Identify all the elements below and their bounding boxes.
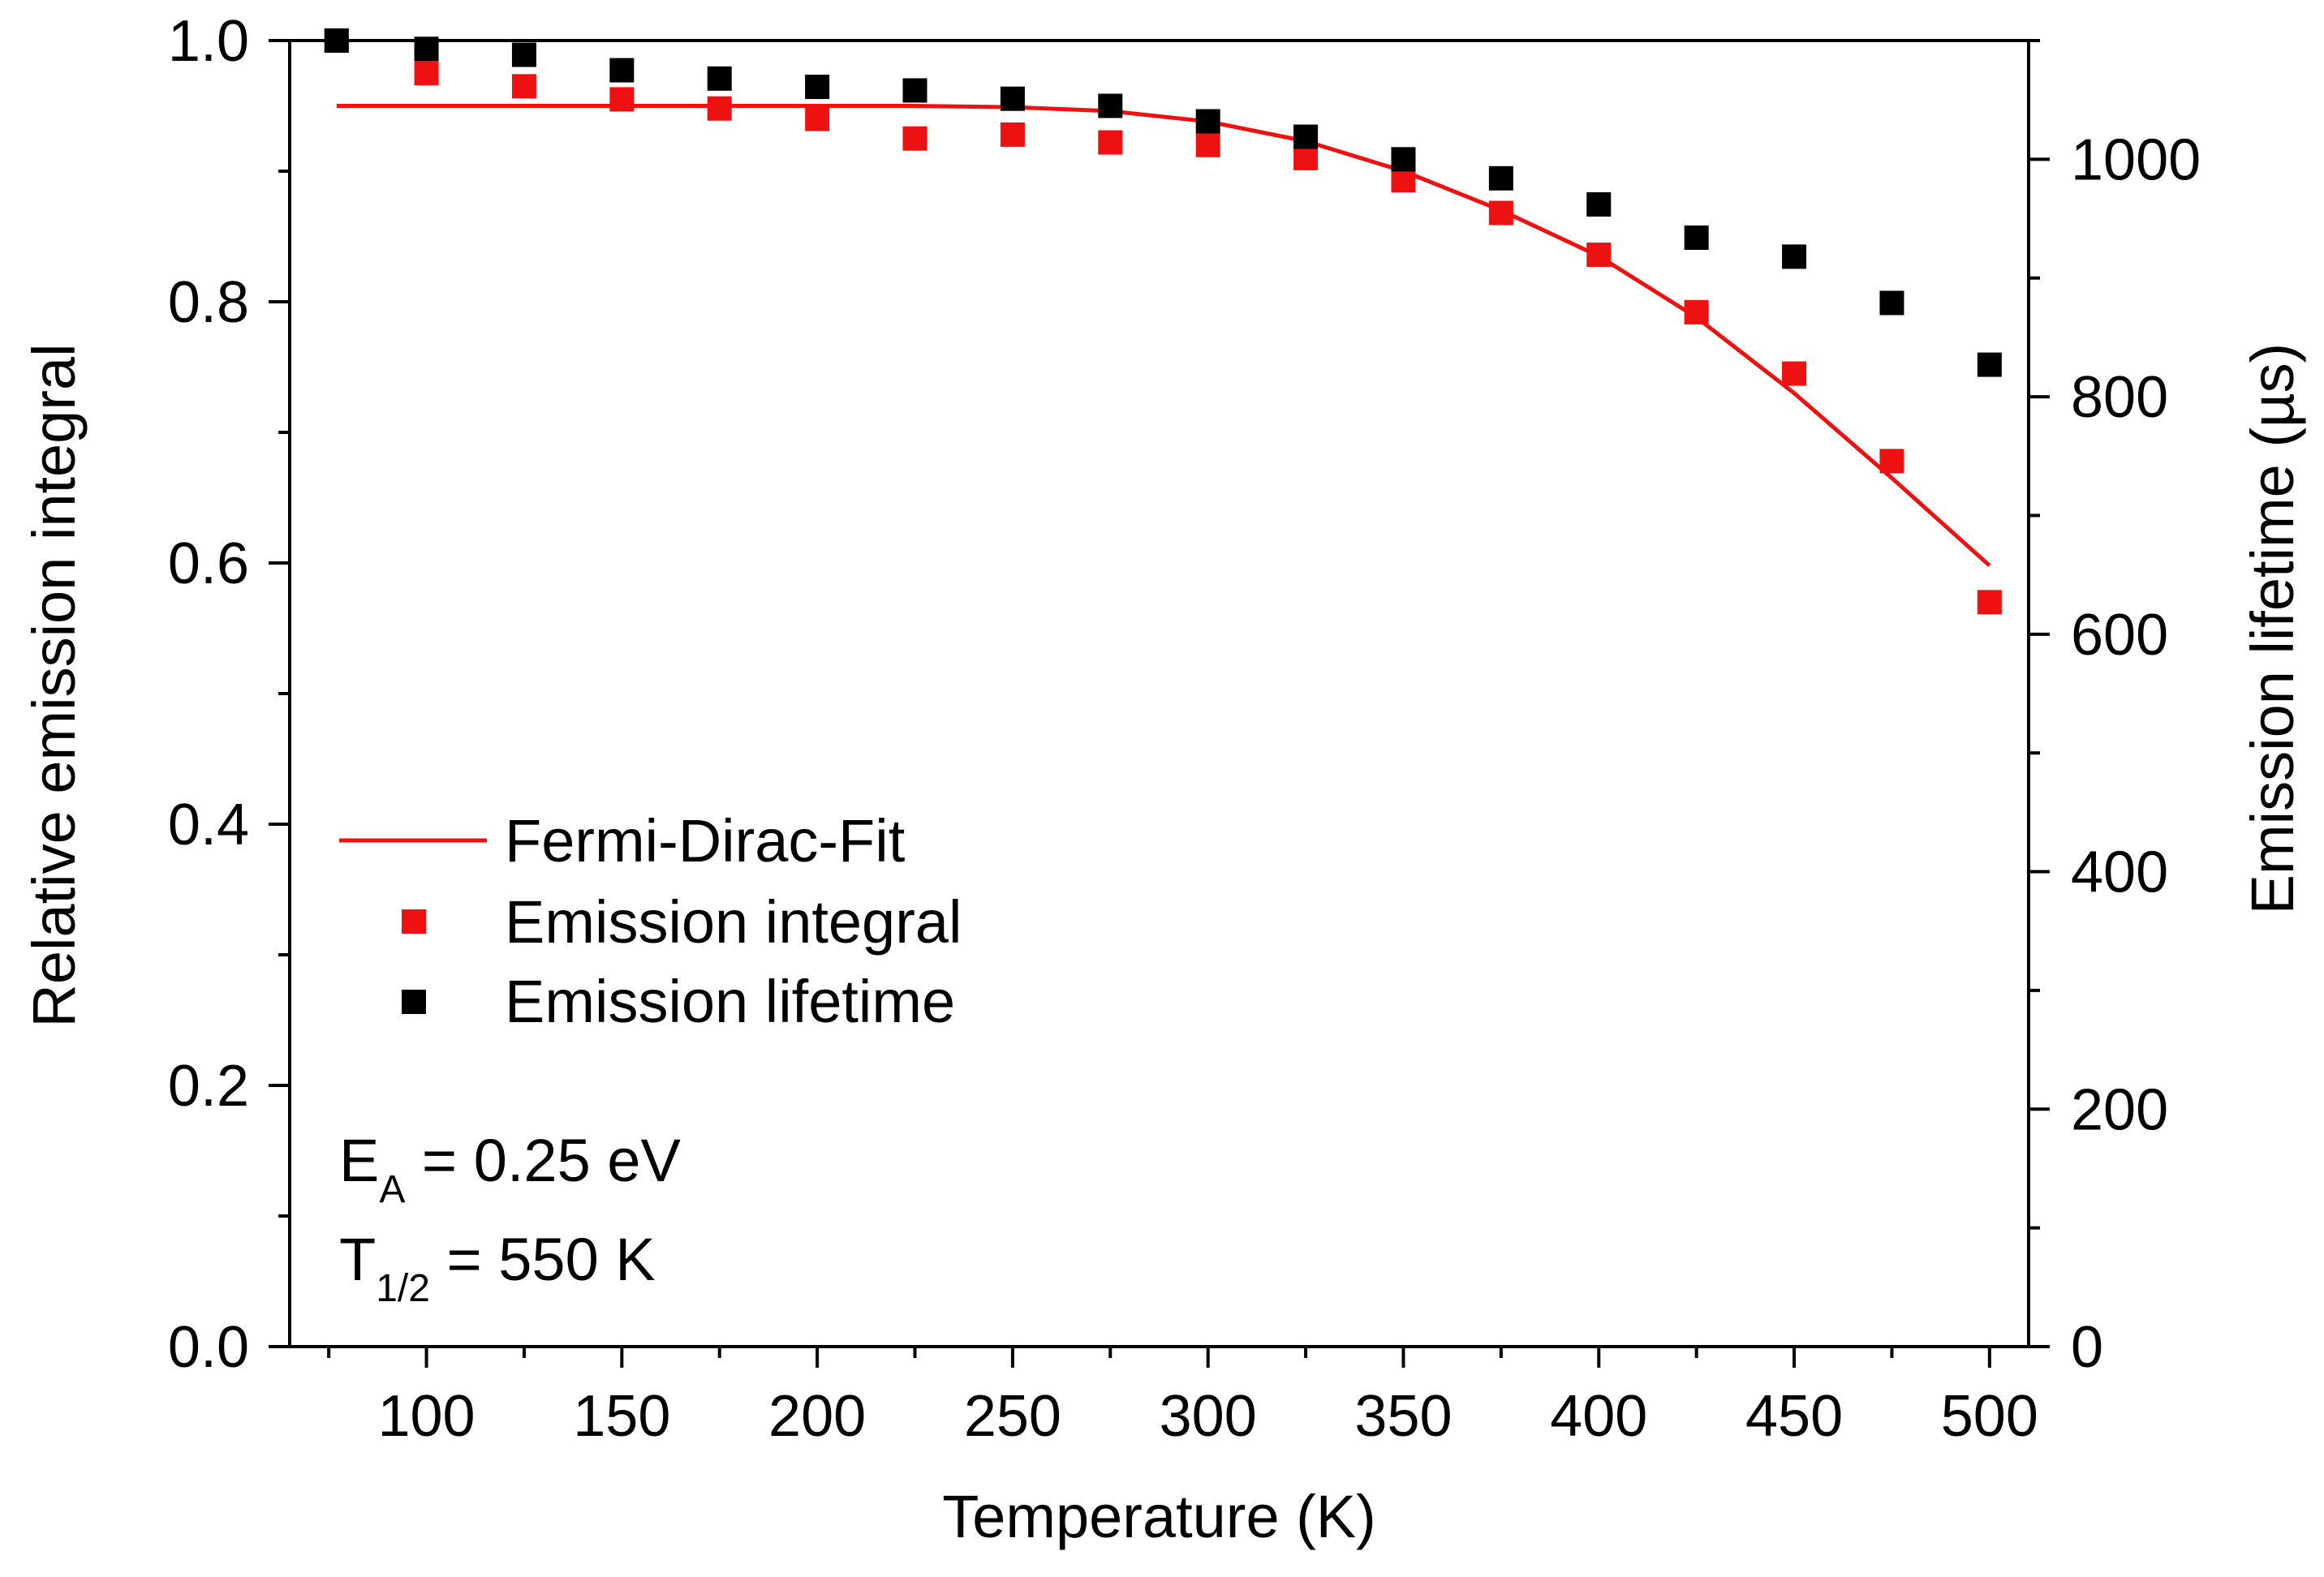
y-right-tick-label: 800	[2071, 365, 2168, 430]
fermi-dirac-fit-line	[336, 104, 1991, 568]
emission-integral-point	[1782, 361, 1807, 386]
y-right-tick-label: 400	[2071, 840, 2168, 905]
ea-symbol: E	[339, 1127, 379, 1194]
emission-lifetime-point	[609, 58, 635, 83]
emission-integral-point	[1293, 145, 1319, 170]
emission-lifetime-point	[1195, 109, 1220, 134]
x-tick-label: 100	[377, 1384, 475, 1449]
emission-lifetime-point	[1684, 225, 1709, 250]
emission-lifetime-point	[1879, 290, 1904, 316]
emission-integral-point	[1000, 122, 1025, 147]
ea-subscript: A	[379, 1168, 405, 1211]
emission-integral-point	[1977, 590, 2002, 615]
emission-integral-point	[609, 87, 635, 112]
t-subscript: 1/2	[376, 1267, 430, 1310]
y-left-tick-label: 0.8	[168, 270, 249, 335]
emission-lifetime-point	[805, 75, 830, 100]
legend-lifetime-swatch	[402, 990, 426, 1014]
emission-lifetime-point	[1782, 244, 1807, 269]
activation-energy-annotation: EA = 0.25 eV	[339, 1127, 681, 1211]
y-left-tick-label: 0.2	[168, 1054, 249, 1119]
emission-lifetime-point	[707, 66, 732, 91]
points-layer	[324, 28, 2002, 615]
y-left-tick-label: 0.0	[168, 1315, 249, 1380]
half-temperature-annotation: T1/2 = 550 K	[339, 1226, 656, 1310]
x-tick-label: 350	[1354, 1384, 1452, 1449]
x-tick-label: 500	[1941, 1384, 2038, 1449]
x-tick-label: 300	[1160, 1384, 1257, 1449]
emission-integral-point	[707, 96, 732, 121]
emission-integral-point	[1879, 449, 1904, 474]
ea-value: = 0.25 eV	[405, 1127, 681, 1194]
emission-lifetime-point	[1488, 165, 1513, 191]
emission-integral-point	[1098, 130, 1123, 155]
x-tick-label: 150	[573, 1384, 670, 1449]
x-tick-label: 400	[1550, 1384, 1647, 1449]
emission-integral-point	[1488, 200, 1513, 226]
legend-fit-label: Fermi-Dirac-Fit	[505, 807, 906, 874]
x-tick-label: 250	[964, 1384, 1061, 1449]
y-left-tick-label: 0.4	[168, 793, 249, 857]
y-right-tick-label: 1000	[2071, 127, 2201, 192]
y-right-axis-title: Emission lifetime (µs)	[2239, 343, 2306, 915]
ticks-layer: 100 150 200 250 300 350 400 450 500 0.0 0.2 0.4 0.6 0…	[168, 9, 2201, 1449]
emission-lifetime-point	[1293, 124, 1319, 149]
x-tick-label: 450	[1745, 1384, 1843, 1449]
emission-lifetime-point	[511, 42, 536, 67]
t-value: = 550 K	[430, 1226, 656, 1293]
emission-lifetime-point	[1586, 191, 1612, 217]
emission-integral-point	[1684, 299, 1709, 324]
emission-lifetime-point	[1098, 93, 1123, 118]
legend-integral-label: Emission integral	[505, 888, 962, 956]
emission-integral-point	[805, 106, 830, 131]
emission-lifetime-point	[1000, 86, 1025, 111]
emission-lifetime-point	[902, 78, 927, 103]
emission-integral-point	[1195, 132, 1220, 157]
emission-integral-point	[1391, 168, 1416, 193]
y-left-axis-title: Relative emission integral	[20, 343, 88, 1027]
legend-lifetime-label: Emission lifetime	[505, 968, 955, 1035]
emission-integral-point	[1586, 243, 1612, 268]
y-right-tick-label: 200	[2071, 1077, 2168, 1142]
y-right-tick-label: 0	[2071, 1315, 2103, 1380]
emission-integral-point	[414, 61, 439, 86]
y-left-tick-label: 1.0	[168, 9, 249, 74]
legend: Fermi-Dirac-Fit Emission integral Emissi…	[339, 807, 962, 1035]
annotations: EA = 0.25 eV T1/2 = 550 K	[339, 1127, 681, 1310]
emission-integral-point	[511, 74, 536, 99]
emission-lifetime-point	[1391, 147, 1416, 172]
emission-integral-point	[902, 126, 927, 151]
t-symbol: T	[339, 1226, 376, 1293]
fit-layer	[336, 104, 1991, 568]
legend-integral-swatch	[402, 909, 426, 934]
emission-lifetime-point	[1977, 352, 2002, 377]
x-tick-label: 200	[768, 1384, 866, 1449]
y-left-tick-label: 0.6	[168, 531, 249, 596]
x-axis-title: Temperature (K)	[942, 1483, 1376, 1550]
y-right-tick-label: 600	[2071, 603, 2168, 668]
plot-frame	[288, 39, 2030, 1348]
